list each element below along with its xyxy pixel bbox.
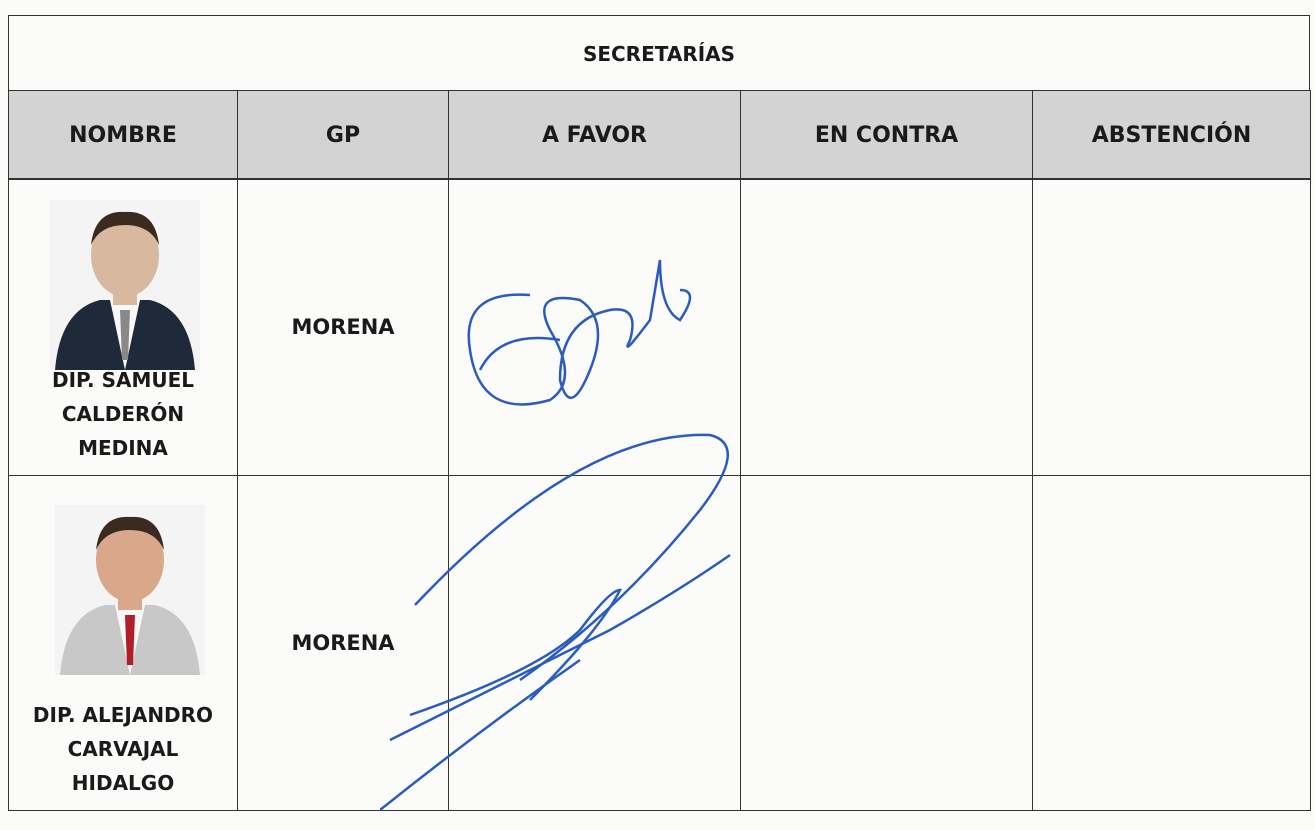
vote-cell xyxy=(740,475,1033,811)
name-cell: DIP. ALEJANDRO CARVAJAL HIDALGO xyxy=(8,475,238,811)
column-header: GP xyxy=(237,90,449,180)
party-cell: MORENA xyxy=(237,178,449,476)
name-line: CALDERÓN xyxy=(61,402,185,426)
name-line: CARVAJAL xyxy=(67,737,179,761)
column-header: ABSTENCIÓN xyxy=(1032,90,1311,180)
column-header: EN CONTRA xyxy=(740,90,1033,180)
column-header: NOMBRE xyxy=(8,90,238,180)
name-line: HIDALGO xyxy=(71,771,175,795)
portrait xyxy=(55,505,205,675)
portrait xyxy=(50,200,200,370)
name-line: DIP. ALEJANDRO xyxy=(32,703,214,727)
vote-cell xyxy=(740,178,1033,476)
name-line: DIP. SAMUEL xyxy=(51,368,195,392)
column-header: A FAVOR xyxy=(448,90,741,180)
vote-cell xyxy=(1032,475,1311,811)
name-line: MEDINA xyxy=(78,436,168,460)
table-title: SECRETARÍAS xyxy=(8,15,1310,92)
name-cell: DIP. SAMUEL CALDERÓN MEDINA xyxy=(8,178,238,476)
vote-cell xyxy=(448,475,741,811)
party-cell: MORENA xyxy=(237,475,449,811)
vote-cell xyxy=(1032,178,1311,476)
vote-cell xyxy=(448,178,741,476)
document-page: SECRETARÍAS NOMBRE GP A FAVOR EN CONTRA ABSTE… xyxy=(8,15,1311,811)
